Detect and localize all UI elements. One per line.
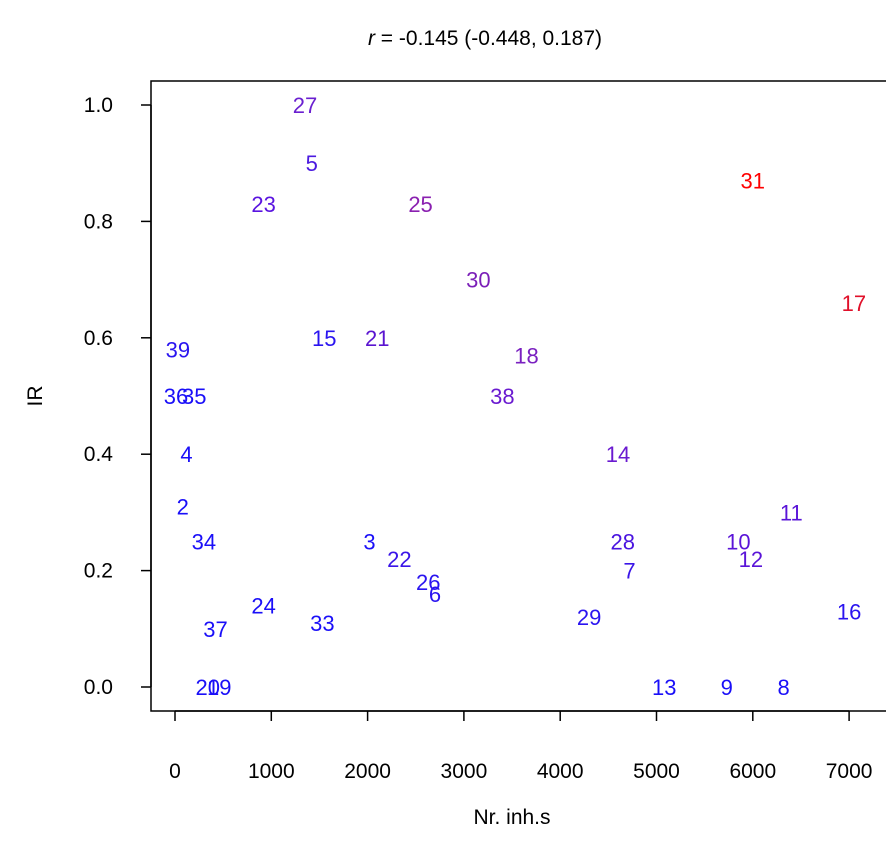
data-point-label: 33	[310, 611, 334, 636]
x-tick-label: 0	[169, 760, 181, 783]
data-point-label: 9	[721, 675, 733, 700]
data-point-label: 36	[164, 384, 188, 409]
data-point-label: 34	[192, 530, 216, 555]
chart-title: r = -0.145 (-0.448, 0.187)	[368, 27, 602, 50]
data-point-label: 17	[842, 291, 866, 316]
x-tick-label: 6000	[729, 760, 776, 783]
y-tick-label: 0.4	[84, 443, 114, 466]
data-point-label: 19	[207, 675, 231, 700]
data-point-label: 24	[251, 594, 275, 619]
data-point-label: 8	[777, 675, 789, 700]
data-point-label: 21	[365, 326, 389, 351]
data-point-label: 2	[177, 495, 189, 520]
data-point-label: 6	[429, 582, 441, 607]
data-point-label: 11	[780, 500, 803, 525]
data-point-label: 10	[726, 530, 750, 555]
data-point-label: 23	[251, 192, 275, 217]
data-point-label: 14	[606, 442, 630, 467]
x-tick-label: 2000	[344, 760, 391, 783]
data-point-label: 22	[387, 547, 411, 572]
y-axis: 0.0 0.2 0.4 0.6 0.8 1.0	[84, 94, 152, 699]
data-point-label: 18	[514, 343, 538, 368]
y-tick-label: 1.0	[84, 94, 113, 117]
title-correlation-text: = -0.145 (-0.448, 0.187)	[375, 27, 602, 50]
y-tick-label: 0.0	[84, 676, 113, 699]
data-point-label: 12	[739, 547, 763, 572]
data-point-label: 35	[182, 384, 206, 409]
data-point-label: 4	[180, 442, 192, 467]
data-point-label: 27	[293, 93, 317, 118]
data-point-label: 20	[195, 675, 219, 700]
data-point-label: 29	[577, 605, 601, 630]
y-tick-label: 0.8	[84, 210, 113, 233]
x-tick-label: 3000	[441, 760, 488, 783]
data-point-label: 39	[166, 337, 190, 362]
y-axis-title: IR	[24, 386, 47, 407]
data-point-label: 25	[408, 192, 432, 217]
x-tick-label: 1000	[248, 760, 295, 783]
data-point-label: 28	[611, 530, 635, 555]
x-axis: 0 1000 2000 3000 4000 5000 6000 7000	[169, 710, 873, 783]
data-point-label: 38	[490, 384, 514, 409]
x-tick-label: 5000	[633, 760, 680, 783]
x-tick-label: 7000	[826, 760, 873, 783]
data-point-label: 37	[203, 617, 227, 642]
data-point-label: 16	[837, 599, 861, 624]
data-point-label: 31	[741, 169, 765, 194]
y-tick-label: 0.6	[84, 327, 113, 350]
title-r-symbol: r	[368, 27, 376, 50]
data-point-label: 30	[466, 268, 490, 293]
data-point-label: 13	[652, 675, 676, 700]
x-tick-label: 4000	[537, 760, 584, 783]
x-axis-title: Nr. inh.s	[473, 806, 550, 829]
data-point-label: 26	[416, 570, 440, 595]
data-point-label: 5	[306, 151, 318, 176]
data-point-label: 7	[623, 559, 635, 584]
data-point-label: 3	[363, 530, 375, 555]
data-point-label: 15	[312, 326, 336, 351]
y-tick-label: 0.2	[84, 560, 113, 583]
